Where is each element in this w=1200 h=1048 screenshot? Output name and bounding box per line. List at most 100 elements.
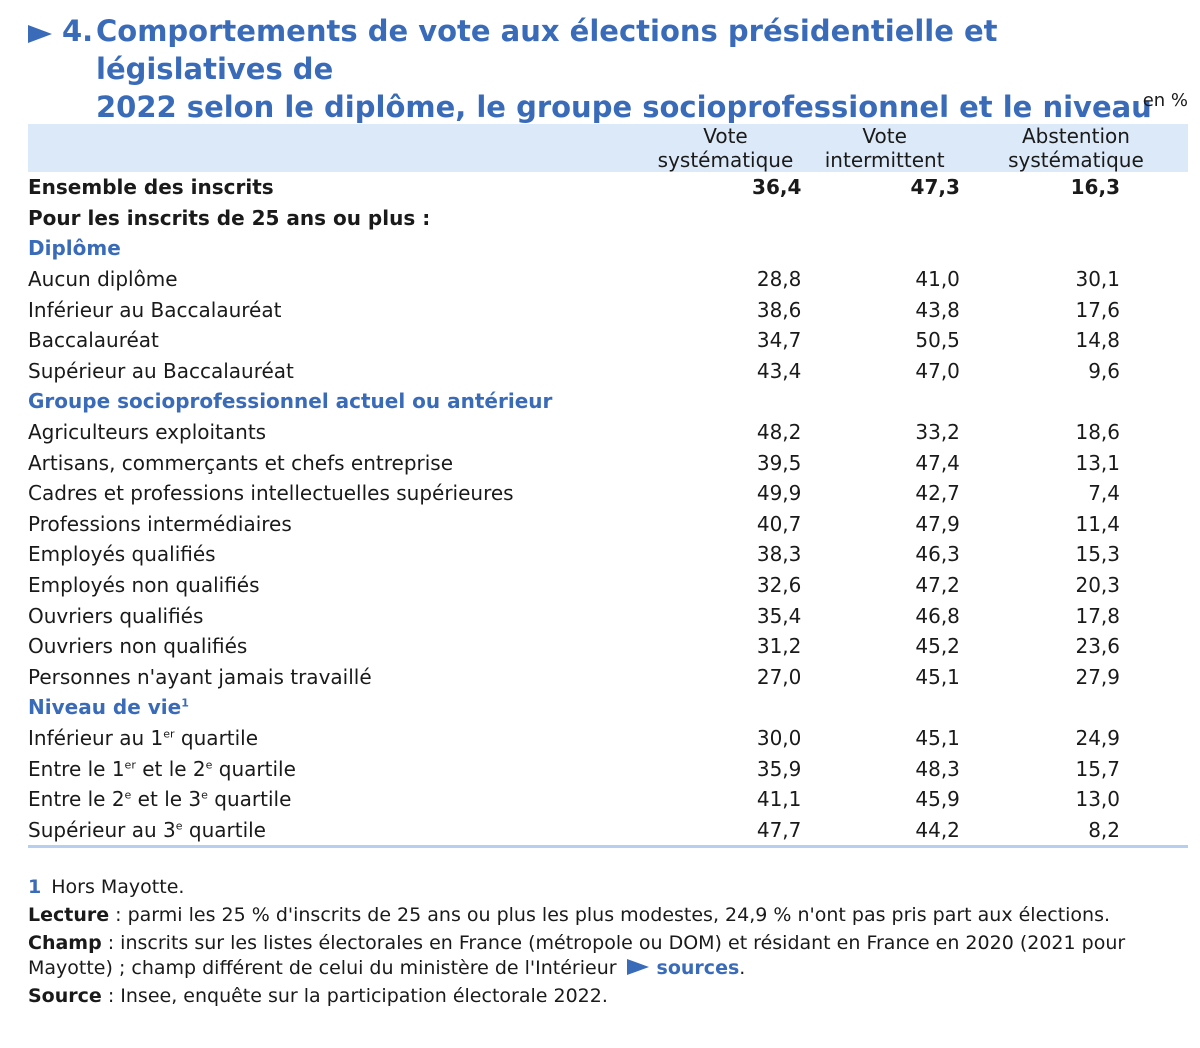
header-line: intermittent (824, 148, 945, 172)
cell: 46,8 (915, 603, 960, 628)
footnote-ref: 1 (181, 696, 189, 710)
champ-label: Champ (28, 932, 102, 954)
ordinal-sup: e (175, 819, 183, 833)
row-label: Ensemble des inscrits (28, 175, 274, 200)
label-part: Inférieur au 1 (28, 725, 164, 750)
cell: 33,2 (915, 420, 960, 445)
cell: 47,9 (915, 511, 960, 536)
table-row: Ouvriers non qualifiés 31,2 45,2 23,6 (28, 631, 1188, 662)
ordinal-sup: e (201, 788, 208, 802)
row-label: Cadres et professions intellectuelles su… (28, 481, 514, 506)
cell: 11,4 (1075, 511, 1120, 536)
table-row: Aucun diplôme 28,8 41,0 30,1 (28, 264, 1188, 295)
footnote: 1 Hors Mayotte. (28, 875, 1188, 900)
cell: 32,6 (756, 573, 802, 598)
row-label: Entre le 1er et le 2e quartile (28, 753, 646, 784)
cell: 15,3 (1075, 542, 1120, 567)
lecture-note: Lecture : parmi les 25 % d'inscrits de 2… (28, 903, 1188, 928)
section-title: Niveau de vie1 (28, 692, 1188, 723)
cell: 39,5 (756, 450, 802, 475)
notes: 1 Hors Mayotte. Lecture : parmi les 25 % … (28, 875, 1188, 1012)
cell: 28,8 (756, 267, 802, 292)
table-header: Vote systématique Vote intermittent Abst… (28, 124, 1188, 172)
table-row: Artisans, commerçants et chefs entrepris… (28, 447, 1188, 478)
ordinal-sup: er (124, 757, 136, 771)
row-label: Personnes n'ayant jamais travaillé (28, 664, 372, 689)
lecture-label: Lecture (28, 904, 110, 926)
cell: 17,6 (1075, 297, 1120, 322)
champ-end: . (739, 957, 746, 979)
total-row: Ensemble des inscrits 36,4 47,3 16,3 (28, 172, 1188, 203)
cell: 49,9 (756, 481, 802, 506)
intro-row: Pour les inscrits de 25 ans ou plus : (28, 203, 1188, 234)
cell: 27,9 (1075, 664, 1120, 689)
cell: 31,2 (756, 634, 802, 659)
table-row: Employés non qualifiés 32,6 47,2 20,3 (28, 570, 1188, 601)
cell: 45,1 (915, 725, 960, 750)
label-part: Entre le 2 (28, 787, 125, 812)
table-row: Baccalauréat 34,7 50,5 14,8 (28, 325, 1188, 356)
cell: 34,7 (756, 328, 802, 353)
header-abstention-systematique: Abstention systématique (963, 124, 1188, 172)
cell: 38,3 (756, 542, 802, 567)
cell: 46,3 (915, 542, 960, 567)
cell: 45,1 (915, 664, 960, 689)
cell: 47,4 (915, 450, 960, 475)
cell: 27,0 (756, 664, 802, 689)
cell: 23,6 (1075, 634, 1120, 659)
row-label: Inférieur au 1er quartile (28, 723, 646, 754)
cell: 16,3 (1070, 175, 1120, 200)
table-row: Inférieur au 1er quartile 30,0 45,1 24,9 (28, 723, 1188, 754)
row-label: Professions intermédiaires (28, 511, 292, 536)
row-label: Employés non qualifiés (28, 573, 260, 598)
row-label: Entre le 2e et le 3e quartile (28, 784, 646, 815)
row-label: Employés qualifiés (28, 542, 216, 567)
label-part: et le 3 (131, 787, 202, 812)
table-row: Agriculteurs exploitants 48,2 33,2 18,6 (28, 417, 1188, 448)
cell: 48,2 (756, 420, 802, 445)
ordinal-sup: e (205, 757, 213, 771)
cell: 43,8 (915, 297, 960, 322)
label-part: et le 2 (135, 756, 206, 781)
source-note: Source : Insee, enquête sur la participa… (28, 984, 1188, 1009)
cell: 38,6 (756, 297, 802, 322)
table-row: Professions intermédiaires 40,7 47,9 11,… (28, 509, 1188, 540)
ordinal-sup: er (163, 727, 175, 741)
label-part: quartile (212, 756, 296, 781)
header-line: Vote (862, 124, 907, 148)
table-row: Ouvriers qualifiés 35,4 46,8 17,8 (28, 600, 1188, 631)
table-row: Cadres et professions intellectuelles su… (28, 478, 1188, 509)
unit-label: en % (1142, 90, 1188, 111)
section-title: Diplôme (28, 236, 121, 261)
header-line: systématique (657, 148, 794, 172)
cell: 20,3 (1075, 573, 1120, 598)
header-vote-systematique: Vote systématique (645, 124, 806, 172)
cell: 43,4 (756, 358, 802, 383)
sources-link[interactable]: sources (656, 957, 740, 979)
cell: 18,6 (1075, 420, 1120, 445)
champ-note: Champ : inscrits sur les listes électora… (28, 931, 1188, 981)
cell: 8,2 (963, 814, 1188, 849)
cell: 48,3 (915, 756, 960, 781)
cell: 36,4 (752, 175, 802, 200)
cell: 45,2 (915, 634, 960, 659)
cell: 50,5 (915, 328, 960, 353)
label-part: Supérieur au 3 (28, 817, 176, 842)
header-line: systématique (1008, 148, 1144, 172)
table-row: Supérieur au 3e quartile 47,7 44,2 8,2 (28, 814, 1188, 849)
table-row: Inférieur au Baccalauréat 38,6 43,8 17,6 (28, 294, 1188, 325)
cell: 35,9 (756, 756, 802, 781)
row-label: Supérieur au Baccalauréat (28, 358, 294, 383)
table-row: Entre le 2e et le 3e quartile 41,1 45,9 … (28, 784, 1188, 815)
cell: 24,9 (1075, 725, 1120, 750)
cell: 47,7 (645, 814, 806, 849)
cell: 13,0 (1075, 787, 1120, 812)
title-line-1: Comportements de vote aux élections prés… (96, 14, 998, 86)
label-part: quartile (182, 817, 266, 842)
cell: 47,3 (910, 175, 960, 200)
section-title-text: Niveau de vie (28, 695, 182, 720)
champ-text: : inscrits sur les listes électorales en… (28, 932, 1126, 979)
label-part: quartile (174, 725, 259, 750)
section-header-diplome: Diplôme (28, 233, 1188, 264)
table-row: Entre le 1er et le 2e quartile 35,9 48,3… (28, 753, 1188, 784)
